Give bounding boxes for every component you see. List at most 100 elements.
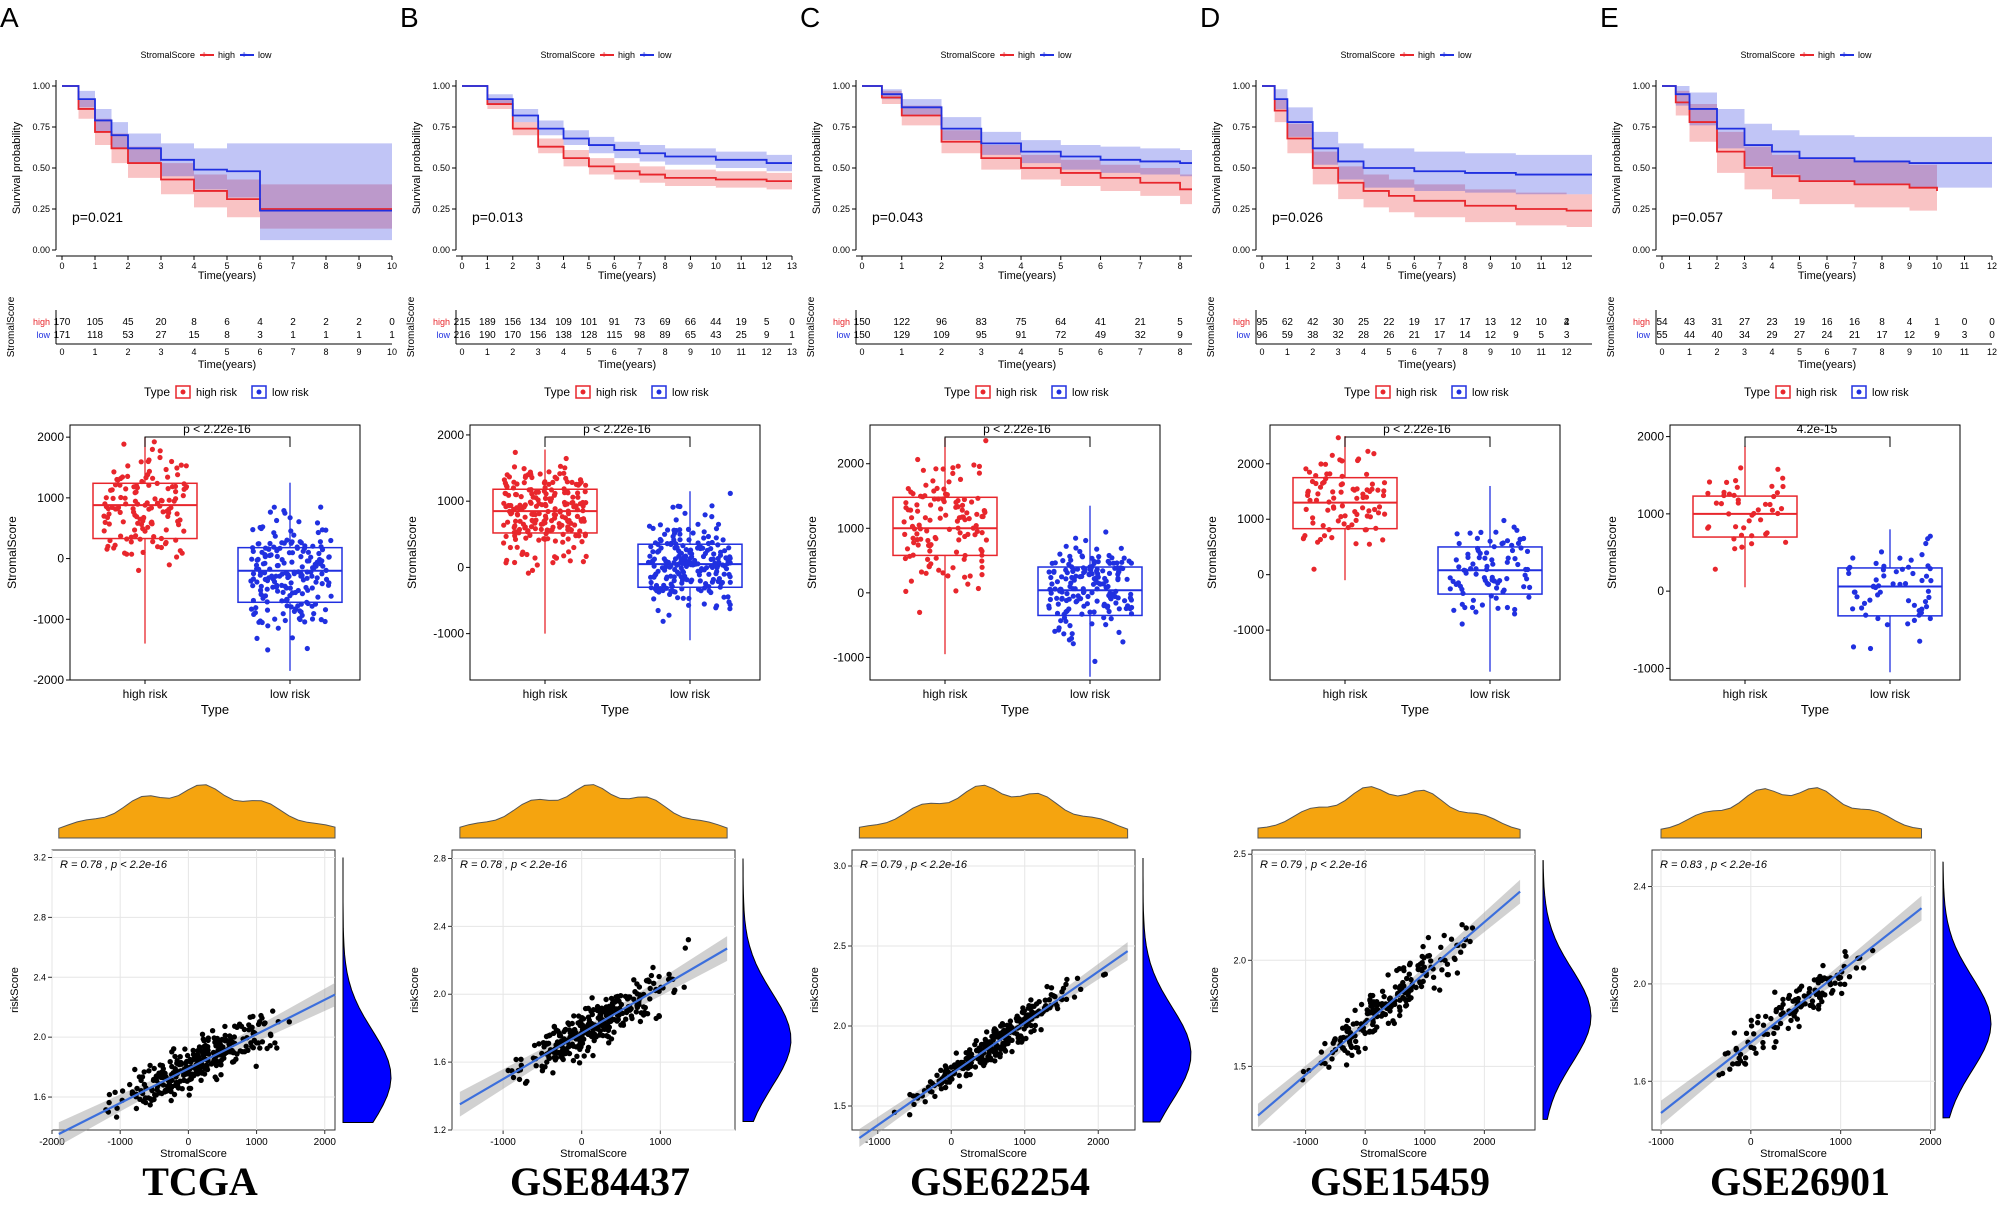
scatter-point xyxy=(993,1050,999,1056)
risk-count-low: 9 xyxy=(1177,330,1183,341)
point-low xyxy=(1094,598,1100,604)
x-tick-label: 0 xyxy=(859,261,864,271)
scatter-point xyxy=(578,1018,584,1024)
point-high xyxy=(1726,491,1732,497)
risk-x-tick-label: 2 xyxy=(939,347,944,357)
point-low xyxy=(661,556,667,562)
scatter-point xyxy=(160,1066,166,1072)
scatter-point xyxy=(141,1081,148,1088)
point-high xyxy=(959,507,965,513)
scatter-point xyxy=(1413,984,1419,991)
point-high xyxy=(914,531,920,537)
point-low xyxy=(672,566,678,573)
point-high xyxy=(112,482,119,488)
point-high xyxy=(566,549,572,555)
scatter-point xyxy=(1322,1060,1328,1067)
point-low xyxy=(1106,608,1112,615)
scatter-point xyxy=(1354,1020,1360,1026)
point-low xyxy=(1509,542,1515,548)
point-low xyxy=(1881,573,1887,579)
scatter-point xyxy=(199,1069,205,1075)
point-low xyxy=(309,616,316,622)
scatter-point xyxy=(546,1055,553,1061)
point-high xyxy=(1774,490,1780,496)
point-high xyxy=(181,528,187,534)
risk-count-high: 8 xyxy=(191,317,197,328)
point-low xyxy=(1079,573,1085,579)
point-high xyxy=(905,507,911,513)
point-low xyxy=(689,577,695,583)
scatter-point xyxy=(570,1057,577,1064)
legend-high-mark: + xyxy=(1401,50,1407,61)
scatter-point xyxy=(1452,956,1458,963)
point-high xyxy=(955,525,961,531)
point-low xyxy=(1476,555,1482,561)
risk-row-label-low: low xyxy=(1636,330,1650,340)
legend-dot-high xyxy=(180,389,186,395)
point-low xyxy=(326,554,332,560)
risk-count-high: 8 xyxy=(1879,317,1885,328)
x-tick-label: 1000 xyxy=(1414,1137,1437,1148)
panel-col-d: D StromalScore + high + low 0.00 0.25 0.50 0.75 1… xyxy=(1200,0,1600,1209)
point-high xyxy=(1381,480,1388,486)
scatter-point xyxy=(510,1074,517,1081)
point-high xyxy=(1360,494,1366,501)
scatter-point xyxy=(191,1072,197,1079)
point-high xyxy=(924,528,930,534)
risk-count-high: 41 xyxy=(1095,317,1107,328)
scatter-point xyxy=(597,1011,604,1017)
point-low xyxy=(252,610,258,616)
scatter-point xyxy=(160,1082,167,1088)
comparison-bracket xyxy=(1744,436,1891,447)
point-low xyxy=(655,607,661,614)
legend-low-mark: + xyxy=(1041,50,1047,61)
scatter-point xyxy=(967,1071,973,1078)
scatter-point xyxy=(274,1045,280,1051)
point-high xyxy=(122,550,128,556)
point-high xyxy=(120,519,126,525)
point-low xyxy=(1057,551,1063,557)
point-low xyxy=(668,573,674,579)
box-plot: Type high risk low risk-1000010002000Strom… xyxy=(405,385,761,717)
risk-count-low: 98 xyxy=(634,330,646,341)
point-low xyxy=(280,589,286,595)
point-high xyxy=(150,475,156,481)
y-tick-label: 2000 xyxy=(37,430,64,444)
scatter-point xyxy=(239,1049,246,1055)
point-low xyxy=(677,537,683,543)
point-low xyxy=(286,550,292,556)
risk-x-tick-label: 11 xyxy=(1537,347,1546,357)
point-high xyxy=(108,487,114,493)
point-low xyxy=(727,602,733,608)
y-tick-label: 2.4 xyxy=(1633,882,1646,892)
point-high xyxy=(966,516,972,522)
y-tick-label: 0.75 xyxy=(32,122,50,132)
point-high xyxy=(1732,546,1738,552)
scatter-point xyxy=(1442,957,1448,963)
scatter-point xyxy=(1005,1040,1011,1047)
risk-x-tick-label: 4 xyxy=(191,347,196,357)
point-low xyxy=(1107,560,1113,566)
point-low xyxy=(1487,538,1493,544)
point-high xyxy=(520,549,526,555)
x-tick-label: 1000 xyxy=(1830,1137,1853,1148)
point-low xyxy=(1493,595,1499,601)
point-low xyxy=(1115,565,1121,571)
point-low xyxy=(665,527,671,533)
y-tick-label: 2000 xyxy=(837,457,864,471)
scatter-point xyxy=(1819,998,1825,1005)
point-low xyxy=(648,585,654,591)
point-high xyxy=(501,522,507,528)
point-low xyxy=(1850,555,1856,561)
risk-table-y-title: StromalScore xyxy=(1206,296,1217,357)
point-low xyxy=(1484,563,1490,569)
x-tick-label: 4 xyxy=(561,261,566,271)
point-low xyxy=(1081,588,1087,595)
survival-curve-low xyxy=(1662,85,1992,164)
x-tick-label: 6 xyxy=(612,261,617,271)
point-high xyxy=(511,464,518,470)
scatter-point xyxy=(258,1012,264,1019)
y-tick-label: 1.00 xyxy=(832,81,850,91)
point-high xyxy=(1769,483,1775,489)
point-low xyxy=(267,566,273,572)
